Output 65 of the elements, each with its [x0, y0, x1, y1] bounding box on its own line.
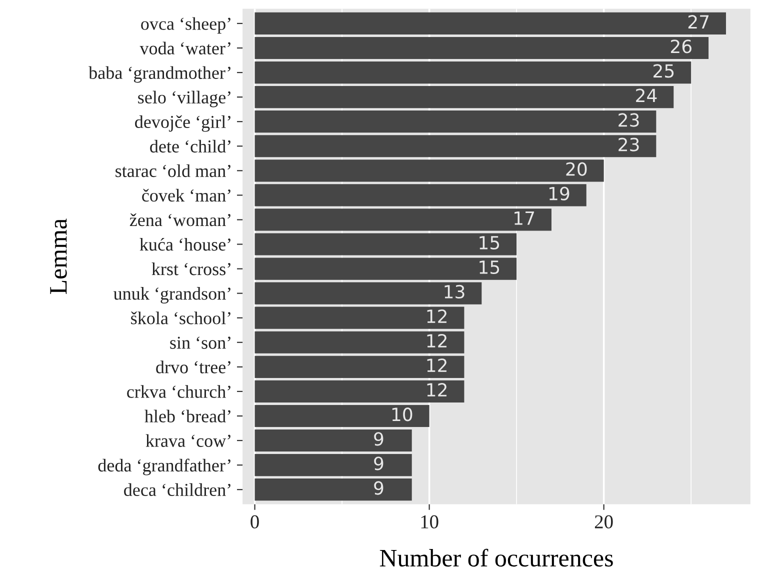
bar: [254, 86, 674, 108]
y-tick-label: deca ‘children’: [124, 483, 230, 496]
bar: [254, 478, 412, 501]
data-label: 23: [618, 113, 639, 127]
x-tick-label: 20: [594, 515, 613, 528]
bar: [254, 61, 692, 84]
x-tick-label: 0: [250, 515, 259, 528]
data-label: 27: [688, 15, 709, 28]
bar: [254, 233, 517, 256]
bar: [254, 12, 726, 35]
data-label: 15: [480, 260, 500, 274]
y-tick-label: hleb ‘bread’: [144, 410, 230, 422]
y-tick-label: unuk ‘grandson’: [114, 287, 230, 304]
bar: [254, 184, 586, 206]
data-label: 12: [427, 334, 446, 348]
y-tick-label: ovca ‘sheep’: [141, 17, 230, 34]
data-label: 25: [654, 64, 674, 78]
bar: [254, 36, 709, 60]
data-label: 20: [566, 162, 587, 176]
y-tick-label: škola ‘school’: [131, 312, 230, 324]
y-tick-label: žena ‘woman’: [130, 213, 230, 226]
y-tick-label: kuća ‘house’: [140, 238, 230, 251]
bar: [254, 110, 656, 133]
bar: [254, 208, 552, 231]
bar: [254, 306, 464, 329]
data-label: 12: [427, 383, 446, 396]
bar: [254, 282, 482, 304]
bar: [254, 135, 656, 158]
data-label: 12: [427, 309, 446, 323]
y-tick-label: starac ‘old man’: [116, 164, 230, 178]
data-label: 19: [549, 186, 570, 200]
bar: [254, 331, 464, 354]
x-tick-label: 10: [421, 515, 438, 528]
data-label: 9: [374, 481, 384, 495]
y-tick-label: drvo ‘tree’: [156, 360, 230, 374]
y-tick-label: krava ‘cow’: [146, 434, 230, 447]
y-tick-label: crkva ‘church’: [127, 385, 230, 398]
data-label: 17: [514, 212, 534, 225]
data-label: 23: [618, 138, 639, 152]
y-tick-label: devojče ‘girl’: [135, 115, 230, 132]
bar: [254, 454, 412, 476]
data-label: 9: [374, 432, 384, 446]
y-tick-label: sin ‘son’: [170, 336, 230, 349]
data-label: 15: [480, 236, 500, 250]
data-label: 24: [636, 88, 657, 102]
bar: [254, 356, 464, 378]
y-tick-label: deda ‘grandfather’: [98, 458, 230, 476]
y-tick-label: dete ‘child’: [150, 140, 230, 153]
data-label: 26: [670, 40, 692, 54]
data-label: 10: [392, 408, 412, 422]
y-tick-label: voda ‘water’: [140, 42, 230, 54]
y-tick-label: selo ‘village’: [138, 90, 230, 108]
bar: [254, 160, 604, 182]
y-tick-label: baba ‘grandmother’: [88, 66, 230, 83]
bar: [254, 258, 517, 280]
y-tick-label: krst ‘cross’: [152, 262, 230, 276]
bar: [254, 404, 430, 428]
y-axis-title: Lemma: [50, 218, 67, 294]
data-label: 9: [374, 456, 384, 470]
x-axis-title: Number of occurrences: [380, 548, 613, 567]
data-label: 12: [427, 358, 446, 372]
data-label: 13: [444, 284, 464, 299]
bar: [254, 429, 412, 452]
y-tick-label: čovek ‘man’: [142, 188, 230, 202]
bar: [254, 380, 464, 402]
